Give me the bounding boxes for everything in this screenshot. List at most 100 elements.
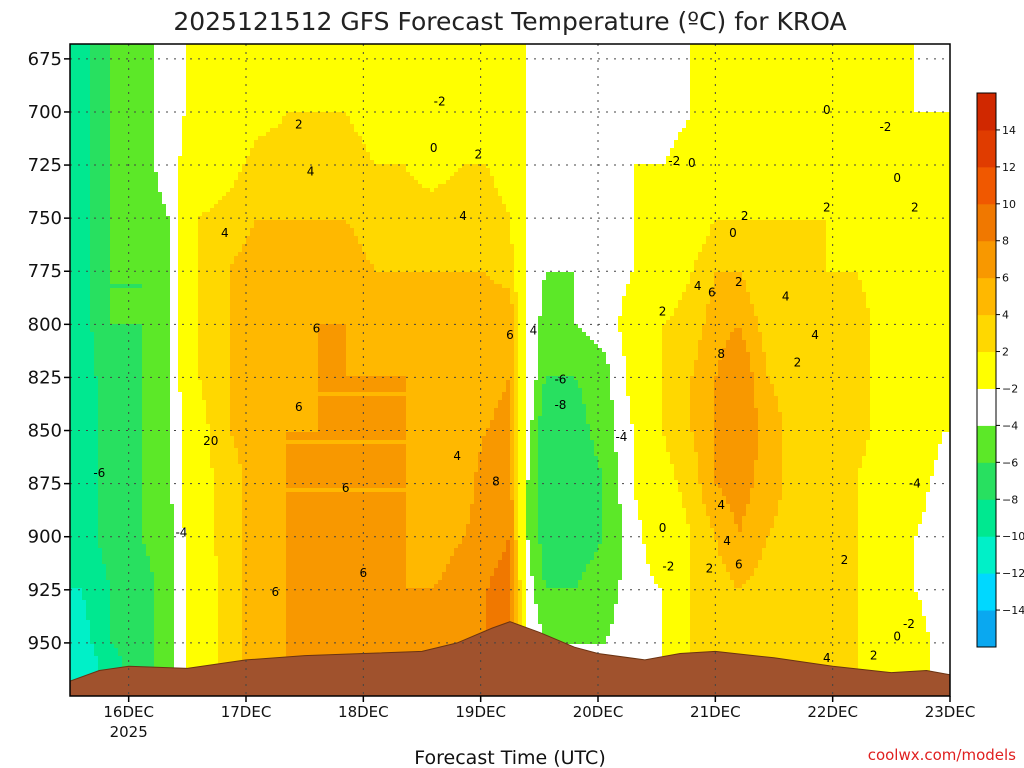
- contour-label: 0: [430, 141, 438, 155]
- contour-label: 4: [723, 534, 731, 548]
- x-axis-label: Forecast Time (UTC): [414, 747, 605, 768]
- colorbar-swatch: [977, 314, 996, 353]
- contour-label: 4: [307, 164, 315, 178]
- x-tick-label: 23DEC: [925, 703, 976, 721]
- colorbar-swatch: [977, 166, 996, 205]
- colorbar: 14 12 10 8 6 4 2 −2 −4 −6 −8 −10 −12 −14: [976, 92, 1024, 648]
- contour-label: 2: [823, 201, 831, 215]
- y-tick-label: 925: [28, 580, 62, 601]
- colorbar-tick-label: −6: [1002, 456, 1018, 469]
- colorbar-swatch: [977, 129, 996, 168]
- x-tick-label: 18DEC: [338, 703, 389, 721]
- colorbar-swatch: [977, 93, 996, 131]
- colorbar-swatch: [977, 462, 996, 500]
- colorbar-tick-label: 12: [1002, 161, 1016, 174]
- contour-label: 4: [694, 279, 702, 293]
- x-tick-label: 20DEC: [573, 703, 624, 721]
- contour-label: -4: [615, 430, 627, 444]
- colorbar-tick-label: 2: [1002, 346, 1009, 359]
- contour-label: -8: [554, 398, 566, 412]
- colorbar-swatch: [977, 425, 996, 463]
- y-axis: 675 700 725 750 775 800 825 850 875 900 925 950: [28, 49, 70, 654]
- plot-frame: [69, 43, 951, 697]
- contour-label: 6: [313, 322, 321, 336]
- contour-label: 4: [453, 449, 461, 463]
- colorbar-tick-label: −14: [1002, 604, 1024, 617]
- contour-label: -2: [434, 94, 446, 108]
- contour-label: -2: [668, 154, 680, 168]
- contour-label: -4: [175, 525, 187, 539]
- credit-text: coolwx.com/models: [868, 746, 1016, 764]
- colorbar-swatch: [977, 573, 996, 611]
- contour-label: 6: [342, 481, 350, 495]
- contour-label: 4: [811, 328, 819, 342]
- y-tick-label: 900: [28, 527, 62, 548]
- y-tick-label: 775: [28, 261, 62, 282]
- contour-label: -6: [554, 373, 566, 387]
- contour-label: 6: [708, 285, 716, 299]
- contour-label: 2: [295, 118, 303, 132]
- colorbar-swatch: [977, 277, 996, 316]
- colorbar-tick-label: −12: [1002, 567, 1024, 580]
- contour-label: 4: [782, 290, 790, 304]
- colorbar-swatch: [977, 240, 996, 279]
- y-tick-label: 700: [28, 102, 62, 123]
- colorbar-frame: [976, 92, 997, 648]
- contour-label: 4: [530, 324, 538, 338]
- contour-label: 0: [893, 630, 901, 644]
- y-tick-label: 875: [28, 474, 62, 495]
- colorbar-swatch: [977, 536, 996, 574]
- temperature-field: [70, 44, 950, 696]
- colorbar-tick-label: 6: [1002, 272, 1009, 285]
- contour-label: 0: [729, 226, 737, 240]
- colorbar-tick-label: −8: [1002, 493, 1018, 506]
- y-tick-label: 750: [28, 208, 62, 229]
- colorbar-swatch: [977, 351, 996, 389]
- x-axis: 16DEC 2025 17DEC 18DEC 19DEC 20DEC 21DEC 22DEC 2…: [103, 696, 975, 741]
- colorbar-swatch: [977, 203, 996, 242]
- contour-label: 4: [221, 226, 229, 240]
- colorbar-tick-label: 8: [1002, 235, 1009, 248]
- contour-label: -2: [903, 617, 915, 631]
- contour-label: -6: [93, 466, 105, 480]
- contour-label: 0: [893, 171, 901, 185]
- contour-label: 2: [870, 649, 878, 663]
- contour-label: 2: [911, 201, 919, 215]
- terrain-layer: [70, 621, 950, 696]
- contour-label: 2: [741, 209, 749, 223]
- x-tick-label: 21DEC: [690, 703, 741, 721]
- contour-label: 0: [659, 521, 667, 535]
- y-tick-label: 850: [28, 421, 62, 442]
- colorbar-swatch: [977, 499, 996, 537]
- y-tick-label: 800: [28, 314, 62, 335]
- contour-label: 2: [794, 356, 802, 370]
- contour-label: 4: [823, 651, 831, 665]
- contour-label: 6: [735, 557, 743, 571]
- contour-label: 2: [474, 147, 482, 161]
- contour-label: 6: [506, 328, 514, 342]
- contour-label: 2: [659, 305, 667, 319]
- contour-label: 2: [735, 275, 743, 289]
- colorbar-tick-label: −4: [1002, 419, 1018, 432]
- contour-label: -2: [879, 120, 891, 134]
- contour-label: 8: [717, 347, 725, 361]
- x-tick-label: 22DEC: [807, 703, 858, 721]
- y-tick-label: 950: [28, 633, 62, 654]
- contour-label: 0: [688, 156, 696, 170]
- contour-label: 6: [295, 400, 303, 414]
- terrain: [70, 621, 950, 696]
- colorbar-tick-label: 10: [1002, 198, 1016, 211]
- x-tick-label: 17DEC: [221, 703, 272, 721]
- y-tick-label: 825: [28, 367, 62, 388]
- y-tick-label: 725: [28, 155, 62, 176]
- colorbar-swatch: [977, 610, 996, 648]
- contour-label: -2: [662, 559, 674, 573]
- contour-label: 6: [272, 585, 280, 599]
- contour-label: 8: [492, 474, 500, 488]
- contour-label: 2: [841, 553, 849, 567]
- contour-label: -4: [909, 477, 921, 491]
- x-tick-label: 19DEC: [455, 703, 506, 721]
- colorbar-tick-label: 4: [1002, 309, 1009, 322]
